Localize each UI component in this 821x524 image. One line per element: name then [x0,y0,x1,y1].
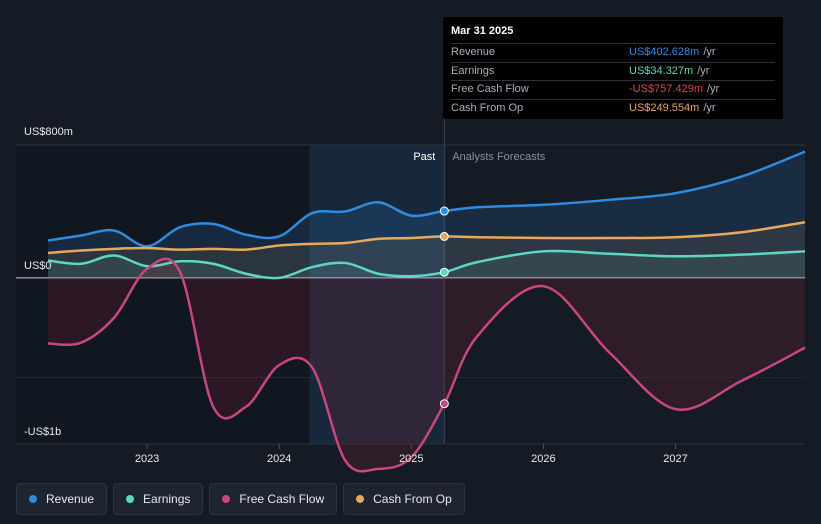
tooltip-row-cash-from-op: Cash From Op US$249.554m /yr [451,98,775,118]
tooltip-unit: /yr [703,101,716,114]
legend-dot-icon [222,495,231,503]
legend-dot-icon [29,495,37,503]
legend-item-cash-from-op[interactable]: Cash From Op [343,483,465,515]
point-cash-from-op [439,231,449,241]
tooltip-panel: Mar 31 2025 Revenue US$402.628m /yr Earn… [443,17,783,119]
legend-dot-icon [126,495,135,503]
point-earnings [439,267,449,277]
point-revenue [439,206,449,216]
legend-item-free-cash-flow[interactable]: Free Cash Flow [209,483,338,515]
tooltip-row-revenue: Revenue US$402.628m /yr [451,43,775,62]
legend-label: Free Cash Flow [239,492,325,506]
x-tick-label: 2027 [663,453,687,465]
tooltip-value: US$402.628m [629,46,700,58]
legend-label: Cash From Op [373,492,452,506]
legend-dot-icon [356,495,365,503]
tooltip-unit: /yr [707,83,720,95]
line-revenue [47,150,806,248]
area-cash-from-op [48,222,805,278]
forecast-label: Analysts Forecasts [452,151,545,163]
x-tick-label: 2024 [267,453,291,465]
y-tick-label: US$0 [24,260,52,272]
x-tick-label: 2023 [135,453,159,465]
highlight-band [309,145,445,444]
tooltip-value: -US$757.429m [629,83,703,95]
point-free-cash-flow [439,399,449,409]
legend-label: Revenue [46,492,95,506]
area-free-cash-flow [48,258,805,472]
tooltip-value: US$249.554m [629,101,700,114]
tooltip-label: Earnings [451,64,495,77]
chart-legend: Revenue Earnings Free Cash Flow Cash Fro… [16,483,465,515]
line-earnings [47,249,806,280]
y-tick-label: US$800m [24,126,73,138]
tooltip-value: US$34.327m [629,64,694,77]
line-cash-from-op [47,221,806,255]
x-tick-label: 2026 [531,453,555,465]
tooltip-unit: /yr [697,64,710,77]
tooltip-label: Free Cash Flow [451,83,529,95]
tooltip-label: Revenue [451,46,496,58]
x-tick-label: 2025 [399,453,423,465]
line-free-cash-flow [47,257,806,473]
past-label: Past [413,151,435,163]
chart-plot-area: US$800m US$0 -US$1b 2023 2024 2025 2026 2027 Pas… [16,118,806,473]
tooltip-row-free-cash-flow: Free Cash Flow -US$757.429m /yr [451,80,775,99]
tooltip-unit: /yr [703,46,716,58]
tooltip-date: Mar 31 2025 [451,25,514,37]
legend-label: Earnings [143,492,191,506]
legend-item-revenue[interactable]: Revenue [16,483,108,515]
y-tick-label: -US$1b [24,426,61,438]
tooltip-row-earnings: Earnings US$34.327m /yr [451,61,775,81]
tooltip-label: Cash From Op [451,101,524,114]
legend-item-earnings[interactable]: Earnings [113,483,204,515]
